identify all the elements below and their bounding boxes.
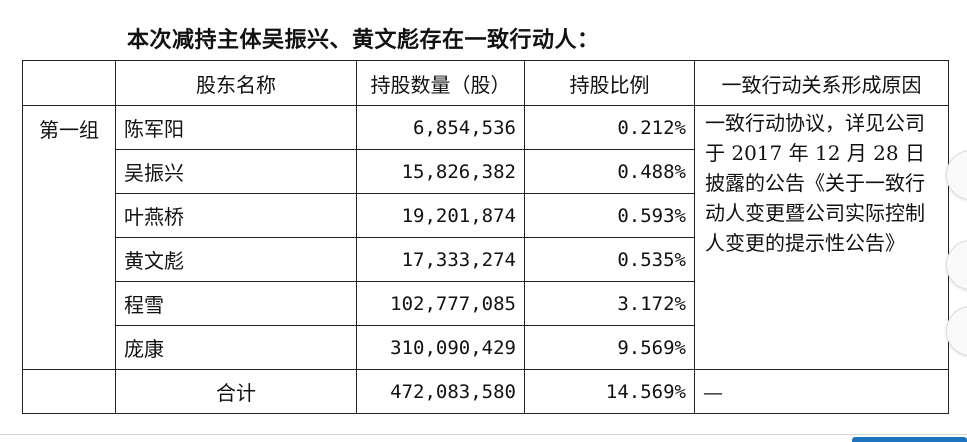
section-heading: 本次减持主体吴振兴、黄文彪存在一致行动人： (127, 27, 600, 53)
holder-ratio: 0.535% (524, 237, 695, 282)
table-row: 第一组 陈军阳 6,854,536 0.212% 一致行动协议，详见公司于 20… (22, 105, 949, 370)
holder-shares: 17,333,274 (356, 237, 525, 282)
holder-name: 庞康 (115, 325, 357, 370)
floating-side-button[interactable] (946, 306, 967, 356)
total-group-cell (22, 369, 116, 414)
holder-name: 程雪 (115, 281, 357, 326)
header-shares: 持股数量（股） (356, 60, 525, 106)
total-shares: 472,083,580 (356, 369, 525, 414)
holder-name: 黄文彪 (115, 237, 357, 282)
holder-shares: 310,090,429 (356, 325, 525, 370)
total-reason: — (694, 369, 949, 414)
group-label: 第一组 (22, 105, 116, 370)
table-header-row: 股东名称 持股数量（股） 持股比例 一致行动关系形成原因 (22, 60, 949, 106)
total-ratio: 14.569% (524, 369, 695, 414)
floating-side-button[interactable] (946, 240, 967, 290)
holder-name: 陈军阳 (115, 105, 357, 150)
holder-ratio: 0.488% (524, 149, 695, 194)
total-label: 合计 (115, 369, 357, 414)
total-row: 合计 472,083,580 14.569% — (22, 369, 949, 414)
holder-shares: 15,826,382 (356, 149, 525, 194)
header-group-cell (22, 60, 116, 106)
holder-name: 吴振兴 (115, 149, 357, 194)
table-row: 程雪 102,777,085 3.172% (23, 281, 949, 326)
bottom-divider (0, 434, 967, 435)
floating-side-button[interactable] (946, 150, 967, 200)
holder-shares: 19,201,874 (356, 193, 525, 238)
table-row: 庞康 310,090,429 9.569% (23, 325, 949, 370)
holder-name: 叶燕桥 (115, 193, 357, 238)
holder-ratio: 9.569% (524, 325, 695, 370)
header-ratio: 持股比例 (524, 60, 695, 106)
holder-ratio: 0.212% (524, 105, 695, 150)
holder-shares: 6,854,536 (356, 105, 525, 150)
bottom-action-button[interactable] (852, 437, 967, 442)
holder-shares: 102,777,085 (356, 281, 525, 326)
header-reason: 一致行动关系形成原因 (694, 60, 949, 106)
holder-ratio: 3.172% (524, 281, 695, 326)
concert-reason: 一致行动协议，详见公司于 2017 年 12 月 28 日披露的公告《关于一致行… (694, 105, 949, 370)
table-row: 叶燕桥 19,201,874 0.593% (23, 193, 949, 238)
header-holder-name: 股东名称 (115, 60, 357, 106)
holders-table: 股东名称 持股数量（股） 持股比例 一致行动关系形成原因 第一组 陈军阳 6,8… (22, 60, 949, 414)
table-row: 吴振兴 15,826,382 0.488% (23, 149, 949, 194)
holder-ratio: 0.593% (524, 193, 695, 238)
